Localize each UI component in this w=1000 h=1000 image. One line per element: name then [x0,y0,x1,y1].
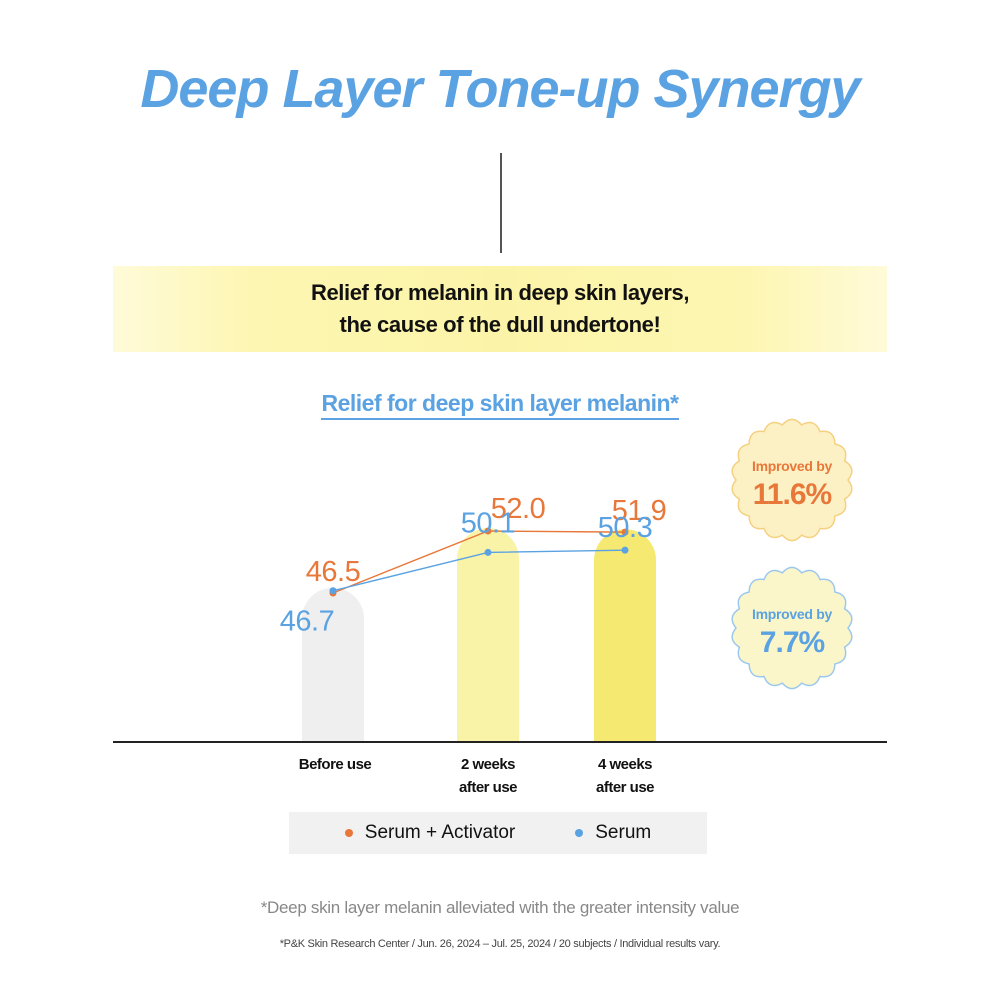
point-serum-2 [484,548,492,556]
page-title: Deep Layer Tone-up Synergy [140,59,860,119]
bar-1 [302,587,364,742]
x-tick-label-1-1: Before use [299,756,372,773]
legend-item-serum-activator: Serum + Activator [344,822,516,844]
banner-line-1: Relief for melanin in deep skin layers, [310,280,690,305]
chart-title-text: Relief for deep skin layer melanin* [321,390,679,420]
source-note: *P&K Skin Research Center / Jun. 26, 202… [279,938,721,950]
chart-title: Relief for deep skin layer melanin* [0,390,1000,420]
x-tick-label-3-2: after use [596,779,654,796]
data-label-serum-1: 46.7 [280,606,334,638]
point-serum-activator-3 [621,528,629,536]
badge-serum-activator-value: 11.6% [753,478,832,511]
data-label-serum-2: 50.1 [461,507,515,539]
bar-2 [457,528,519,742]
legend-dot-orange [344,829,353,837]
legend-label-serum-activator: Serum + Activator [364,822,516,843]
footnote: *Deep skin layer melanin alleviated with… [260,898,740,917]
bar-3 [594,529,656,742]
badge-serum-activator-shape [731,418,853,542]
x-tick-label-3-1: 4 weeks [598,756,652,773]
badge-serum-activator-label: Improved by [752,458,832,474]
chart-legend: Serum + Activator Serum [289,812,707,854]
data-label-serum-3: 50.3 [598,512,652,544]
data-label-serum-activator-3: 51.9 [612,495,666,527]
point-serum-activator-2 [484,527,492,535]
data-label-serum-activator-2: 52.0 [491,493,545,525]
banner-line-2: the cause of the dull undertone! [339,312,661,337]
vertical-divider [500,153,502,253]
point-serum-3 [621,546,629,554]
legend-dot-blue [575,829,584,837]
headline-banner: Relief for melanin in deep skin layers, … [113,266,887,352]
legend-label-serum: Serum [595,822,652,843]
data-label-serum-activator-1: 46.5 [306,556,360,588]
legend-item-serum: Serum [575,822,651,844]
x-tick-label-2-1: 2 weeks [461,756,515,773]
point-serum-1 [329,587,337,595]
badge-serum-value: 7.7% [760,626,825,659]
x-tick-label-2-2: after use [459,779,517,796]
badge-serum-label: Improved by [752,606,832,622]
badge-serum-shape [731,566,853,690]
